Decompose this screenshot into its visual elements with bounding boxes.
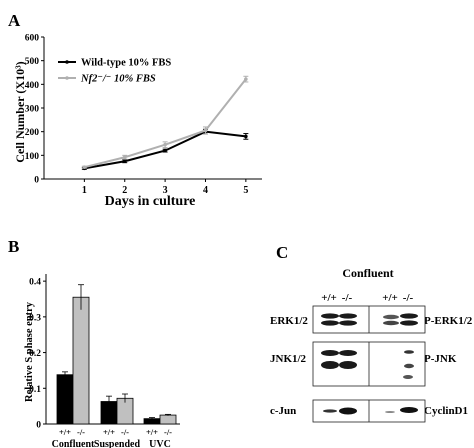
chart-b-y-tick-label: 0.3 [29, 313, 41, 323]
chart-b-y-tick-label: 0 [36, 421, 41, 431]
band-pjnk [404, 363, 414, 369]
blot-lane-label: -/- [342, 292, 353, 304]
band-erk [339, 313, 357, 319]
chart-a-y-tick-label: 0 [34, 176, 39, 186]
chart-a-point [244, 134, 248, 139]
blot-left-label: JNK1/2 [270, 353, 307, 365]
blot-right-label: P-JNK [424, 353, 457, 365]
chart-b-category-label: Suspended [94, 439, 141, 448]
band-perk [383, 320, 399, 326]
chart-a-legend-marker [65, 76, 69, 80]
band-erk [321, 313, 339, 319]
chart-b-y-axis-label: Relative S phase entry [24, 301, 35, 402]
blot-title: Confluent [342, 266, 393, 280]
blot-right-label: P-ERK1/2 [424, 315, 473, 327]
chart-b-y-tick-label: 0.4 [29, 278, 41, 288]
band-cyclind1 [400, 407, 418, 413]
band-jnk [339, 350, 357, 356]
chart-b-y-tick-label: 0.1 [29, 385, 41, 395]
band-perk [400, 320, 418, 326]
chart-b-genotype-label: +/+ [103, 427, 115, 437]
growth-curve-chart: Cell Number (X10³) Days in culture 0 100 2… [13, 34, 262, 209]
chart-a-y-tick-label: 600 [25, 34, 40, 44]
chart-b-genotype-label: +/+ [59, 427, 71, 437]
blot-left-label: c-Jun [270, 405, 296, 417]
blot-lane-label: +/+ [321, 292, 337, 304]
western-blot: Confluent +/+ -/- +/+ -/- ERK1/2 JNK1/2 … [270, 266, 473, 423]
chart-a-legend-label: Wild-type 10% FBS [81, 58, 171, 69]
chart-a-y-tick-label: 200 [25, 128, 40, 138]
band-erk [321, 320, 339, 326]
band-pjnk [403, 375, 413, 379]
chart-a-x-axis-label: Days in culture [105, 194, 196, 209]
chart-a-point [122, 155, 127, 160]
chart-a-x-tick-label: 4 [203, 185, 208, 196]
chart-a-y-tick-label: 100 [25, 152, 40, 162]
band-erk [339, 320, 357, 326]
chart-a-legend-marker [65, 60, 69, 64]
chart-a-point [82, 165, 87, 169]
band-perk [383, 314, 399, 320]
chart-a-point [203, 128, 208, 133]
chart-b-category-label: UVC [149, 439, 171, 448]
band-jnk [321, 361, 339, 369]
chart-b-genotype-label: -/- [164, 427, 172, 437]
chart-a-x-tick-label: 3 [163, 185, 168, 196]
band-pjnk [404, 350, 414, 354]
panel-label-a: A [8, 11, 21, 30]
chart-b-genotype-label: +/+ [146, 427, 158, 437]
blot-lane-label: -/- [403, 292, 414, 304]
blot-left-label: ERK1/2 [270, 315, 308, 327]
band-cjun [323, 409, 337, 413]
chart-b-category-label: Confluent [52, 439, 95, 448]
chart-a-y-axis-label: Cell Number (X10³) [13, 61, 27, 162]
chart-a-y-tick-label: 300 [25, 105, 40, 115]
chart-b-genotype-label: -/- [77, 427, 85, 437]
chart-a-x-tick-label: 2 [122, 185, 127, 196]
s-phase-bar-chart: Relative S phase entry 00.10.20.30.4+/+ -… [24, 274, 180, 448]
chart-b-y-tick-label: 0.2 [29, 349, 41, 359]
blot-right-label: CyclinD1 [424, 405, 468, 417]
panel-label-c: C [276, 243, 288, 262]
chart-b-genotype-label: -/- [121, 427, 129, 437]
chart-a-x-tick-label: 1 [82, 185, 87, 196]
panel-label-b: B [8, 237, 19, 256]
chart-a-point [163, 142, 167, 147]
chart-a-point [122, 159, 127, 164]
chart-b-bar [159, 414, 177, 425]
chart-a-legend-label: Nf2⁻/⁻ 10% FBS [80, 74, 156, 85]
band-jnk [339, 361, 357, 369]
chart-a-y-tick-label: 400 [25, 81, 40, 91]
band-cjun [339, 407, 357, 415]
chart-a-point [163, 148, 167, 153]
chart-b-bar [56, 374, 74, 425]
chart-a-x-tick-label: 5 [243, 185, 248, 196]
band-jnk [321, 350, 339, 356]
band-perk [400, 313, 418, 319]
chart-b-bar [72, 296, 90, 425]
chart-a-y-tick-label: 500 [25, 57, 40, 67]
blot-lane-label: +/+ [382, 292, 398, 304]
chart-a-point [244, 77, 248, 81]
band-cyclind1 [385, 411, 395, 413]
chart-a-series-line [84, 78, 247, 169]
